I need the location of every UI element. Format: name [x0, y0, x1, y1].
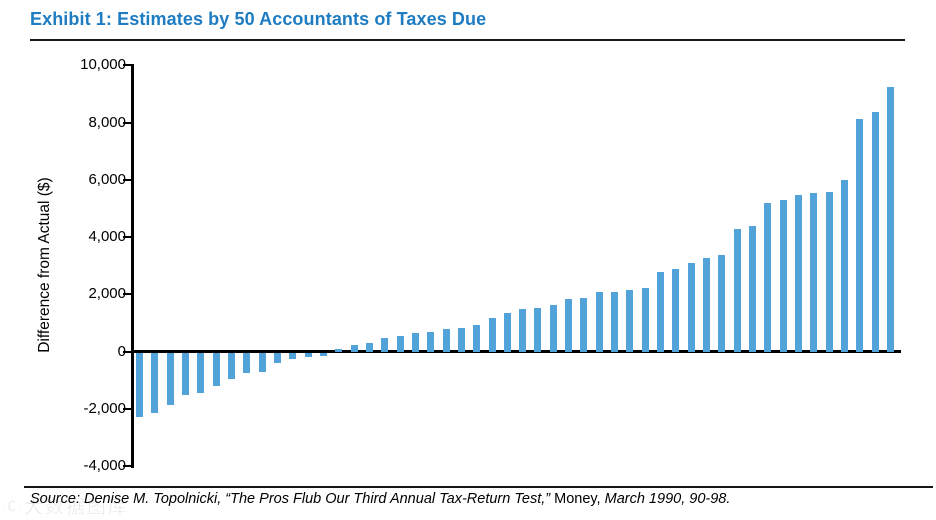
- bar: [473, 324, 481, 352]
- bar: [718, 254, 726, 352]
- y-tick-label: -4,000: [83, 457, 126, 474]
- bar: [228, 352, 236, 379]
- bar: [687, 262, 695, 352]
- bar: [427, 331, 435, 352]
- bar: [886, 86, 894, 352]
- bar: [182, 352, 190, 395]
- watermark-text: 大数据图库: [24, 497, 130, 519]
- bar: [641, 287, 649, 352]
- bar: [580, 297, 588, 352]
- footer-divider: [24, 486, 933, 488]
- bar: [626, 289, 634, 352]
- bar: [672, 268, 680, 352]
- y-tick-label: -2,000: [83, 399, 126, 417]
- bar: [810, 192, 818, 352]
- title-divider: [30, 39, 905, 41]
- bar: [565, 298, 573, 352]
- bar: [764, 202, 772, 352]
- bar: [212, 352, 220, 386]
- bar: [136, 352, 144, 417]
- y-axis-spine: [131, 64, 134, 468]
- bar: [840, 179, 848, 352]
- bar: [274, 352, 282, 363]
- bar: [856, 118, 864, 352]
- y-tick-mark: [123, 236, 132, 238]
- y-tick-mark: [123, 465, 132, 467]
- bar: [733, 228, 741, 352]
- bar: [503, 312, 511, 352]
- bar: [396, 335, 404, 352]
- bar: [748, 225, 756, 352]
- x-baseline: [131, 350, 901, 353]
- bar: [595, 291, 603, 352]
- y-tick-label: 10,000: [80, 56, 126, 74]
- bar: [703, 257, 710, 352]
- bar: [488, 317, 496, 352]
- bar: [197, 352, 205, 393]
- y-tick-mark: [123, 64, 132, 67]
- y-tick-label: 2,000: [88, 285, 126, 303]
- bar: [794, 194, 802, 352]
- source-journal: Money,: [554, 491, 601, 507]
- bar: [350, 344, 358, 352]
- source-text: Source: Denise M. Topolnicki, “The Pros …: [30, 491, 730, 507]
- bar: [304, 352, 312, 357]
- bar: [871, 111, 879, 352]
- bar: [151, 352, 159, 413]
- bar: [335, 348, 343, 352]
- bar: [365, 342, 373, 352]
- bar: [258, 352, 266, 372]
- y-tick-mark: [123, 350, 132, 353]
- bar: [381, 337, 389, 352]
- source-prefix: Source: Denise M. Topolnicki, “The Pros …: [30, 491, 555, 507]
- bar: [411, 332, 419, 352]
- bar: [549, 304, 557, 352]
- y-tick-label: 4,000: [88, 228, 126, 245]
- bar: [457, 327, 465, 352]
- bar: [442, 328, 450, 352]
- y-tick-mark: [123, 293, 132, 296]
- y-tick-label: 6,000: [88, 170, 126, 188]
- bar: [657, 271, 665, 352]
- watermark: Ⓒ大数据图库: [3, 492, 129, 519]
- bar: [289, 352, 297, 359]
- bar: [779, 199, 787, 352]
- y-tick-label: 8,000: [88, 113, 126, 131]
- bar: [825, 191, 833, 352]
- y-tick-mark: [123, 121, 132, 124]
- y-tick-label: 0: [117, 342, 126, 360]
- bar: [534, 307, 542, 352]
- y-tick-mark: [123, 178, 132, 181]
- y-tick-mark: [123, 407, 132, 410]
- bar: [320, 352, 327, 356]
- bar: [519, 308, 527, 352]
- watermark-logo-icon: Ⓒ: [3, 497, 25, 519]
- bar: [243, 352, 251, 373]
- source-suffix: March 1990, 90-98.: [600, 491, 731, 507]
- bar: [166, 352, 174, 405]
- bar: [611, 291, 619, 352]
- exhibit-title: Exhibit 1: Estimates by 50 Accountants o…: [30, 9, 487, 29]
